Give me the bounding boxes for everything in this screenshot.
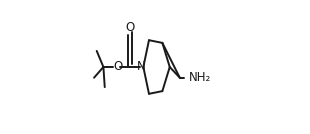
Text: NH₂: NH₂ xyxy=(189,71,211,84)
Text: O: O xyxy=(125,21,135,34)
Text: N: N xyxy=(137,60,146,74)
Text: O: O xyxy=(113,60,123,74)
